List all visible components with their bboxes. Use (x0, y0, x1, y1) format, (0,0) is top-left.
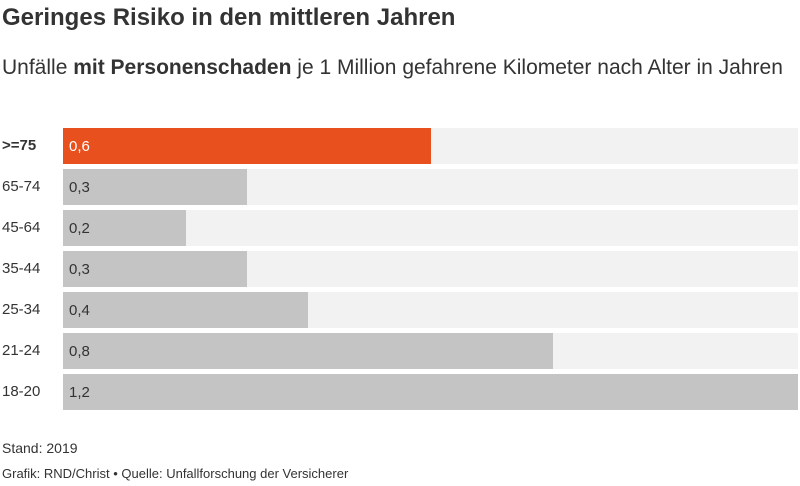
category-label: 65-74 (2, 178, 41, 195)
category-label: 21-24 (2, 342, 41, 359)
bar-track: 0,4 (63, 292, 798, 328)
bar-track: 0,3 (63, 251, 798, 287)
bar-row: 45-64 0,2 (0, 210, 800, 246)
credit-line: Grafik: RND/Christ • Quelle: Unfallforsc… (2, 466, 349, 481)
bar-row: 65-74 0,3 (0, 169, 800, 205)
bar (63, 292, 308, 328)
source-date-note: Stand: 2019 (2, 440, 78, 456)
bar (63, 169, 247, 205)
value-label: 0,3 (69, 261, 90, 278)
bar-track: 0,8 (63, 333, 798, 369)
bar-row: 25-34 0,4 (0, 292, 800, 328)
category-label: 18-20 (2, 383, 41, 400)
bar-row: 35-44 0,3 (0, 251, 800, 287)
value-label: 0,3 (69, 179, 90, 196)
subtitle-text-end: je 1 Million gefahrene Kilometer nach Al… (291, 56, 783, 79)
bar-row: 21-24 0,8 (0, 333, 800, 369)
value-label: 0,4 (69, 302, 90, 319)
subtitle-text-start: Unfälle (2, 56, 74, 79)
category-label: 25-34 (2, 301, 41, 318)
chart-subtitle: Unfälle mit Personenschaden je 1 Million… (2, 52, 792, 84)
bar (63, 333, 553, 369)
bar (63, 251, 247, 287)
value-label: 0,6 (69, 138, 90, 155)
bar-chart: >=75 0,6 65-74 0,3 45-64 0,2 35-44 0,3 25-34 0,4 2… (0, 128, 800, 414)
category-label: 35-44 (2, 260, 41, 277)
bar-track: 0,2 (63, 210, 798, 246)
category-label: 45-64 (2, 219, 41, 236)
bar (63, 374, 798, 410)
bar-row: >=75 0,6 (0, 128, 800, 164)
bar-track: 1,2 (63, 374, 798, 410)
bar-row: 18-20 1,2 (0, 374, 800, 410)
bar (63, 210, 186, 246)
bar-track: 0,6 (63, 128, 798, 164)
value-label: 1,2 (69, 384, 90, 401)
bar (63, 128, 431, 164)
value-label: 0,8 (69, 343, 90, 360)
bar-track: 0,3 (63, 169, 798, 205)
chart-title: Geringes Risiko in den mittleren Jahren (2, 4, 456, 31)
value-label: 0,2 (69, 220, 90, 237)
category-label: >=75 (2, 137, 37, 154)
subtitle-text-bold: mit Personenschaden (73, 56, 292, 79)
